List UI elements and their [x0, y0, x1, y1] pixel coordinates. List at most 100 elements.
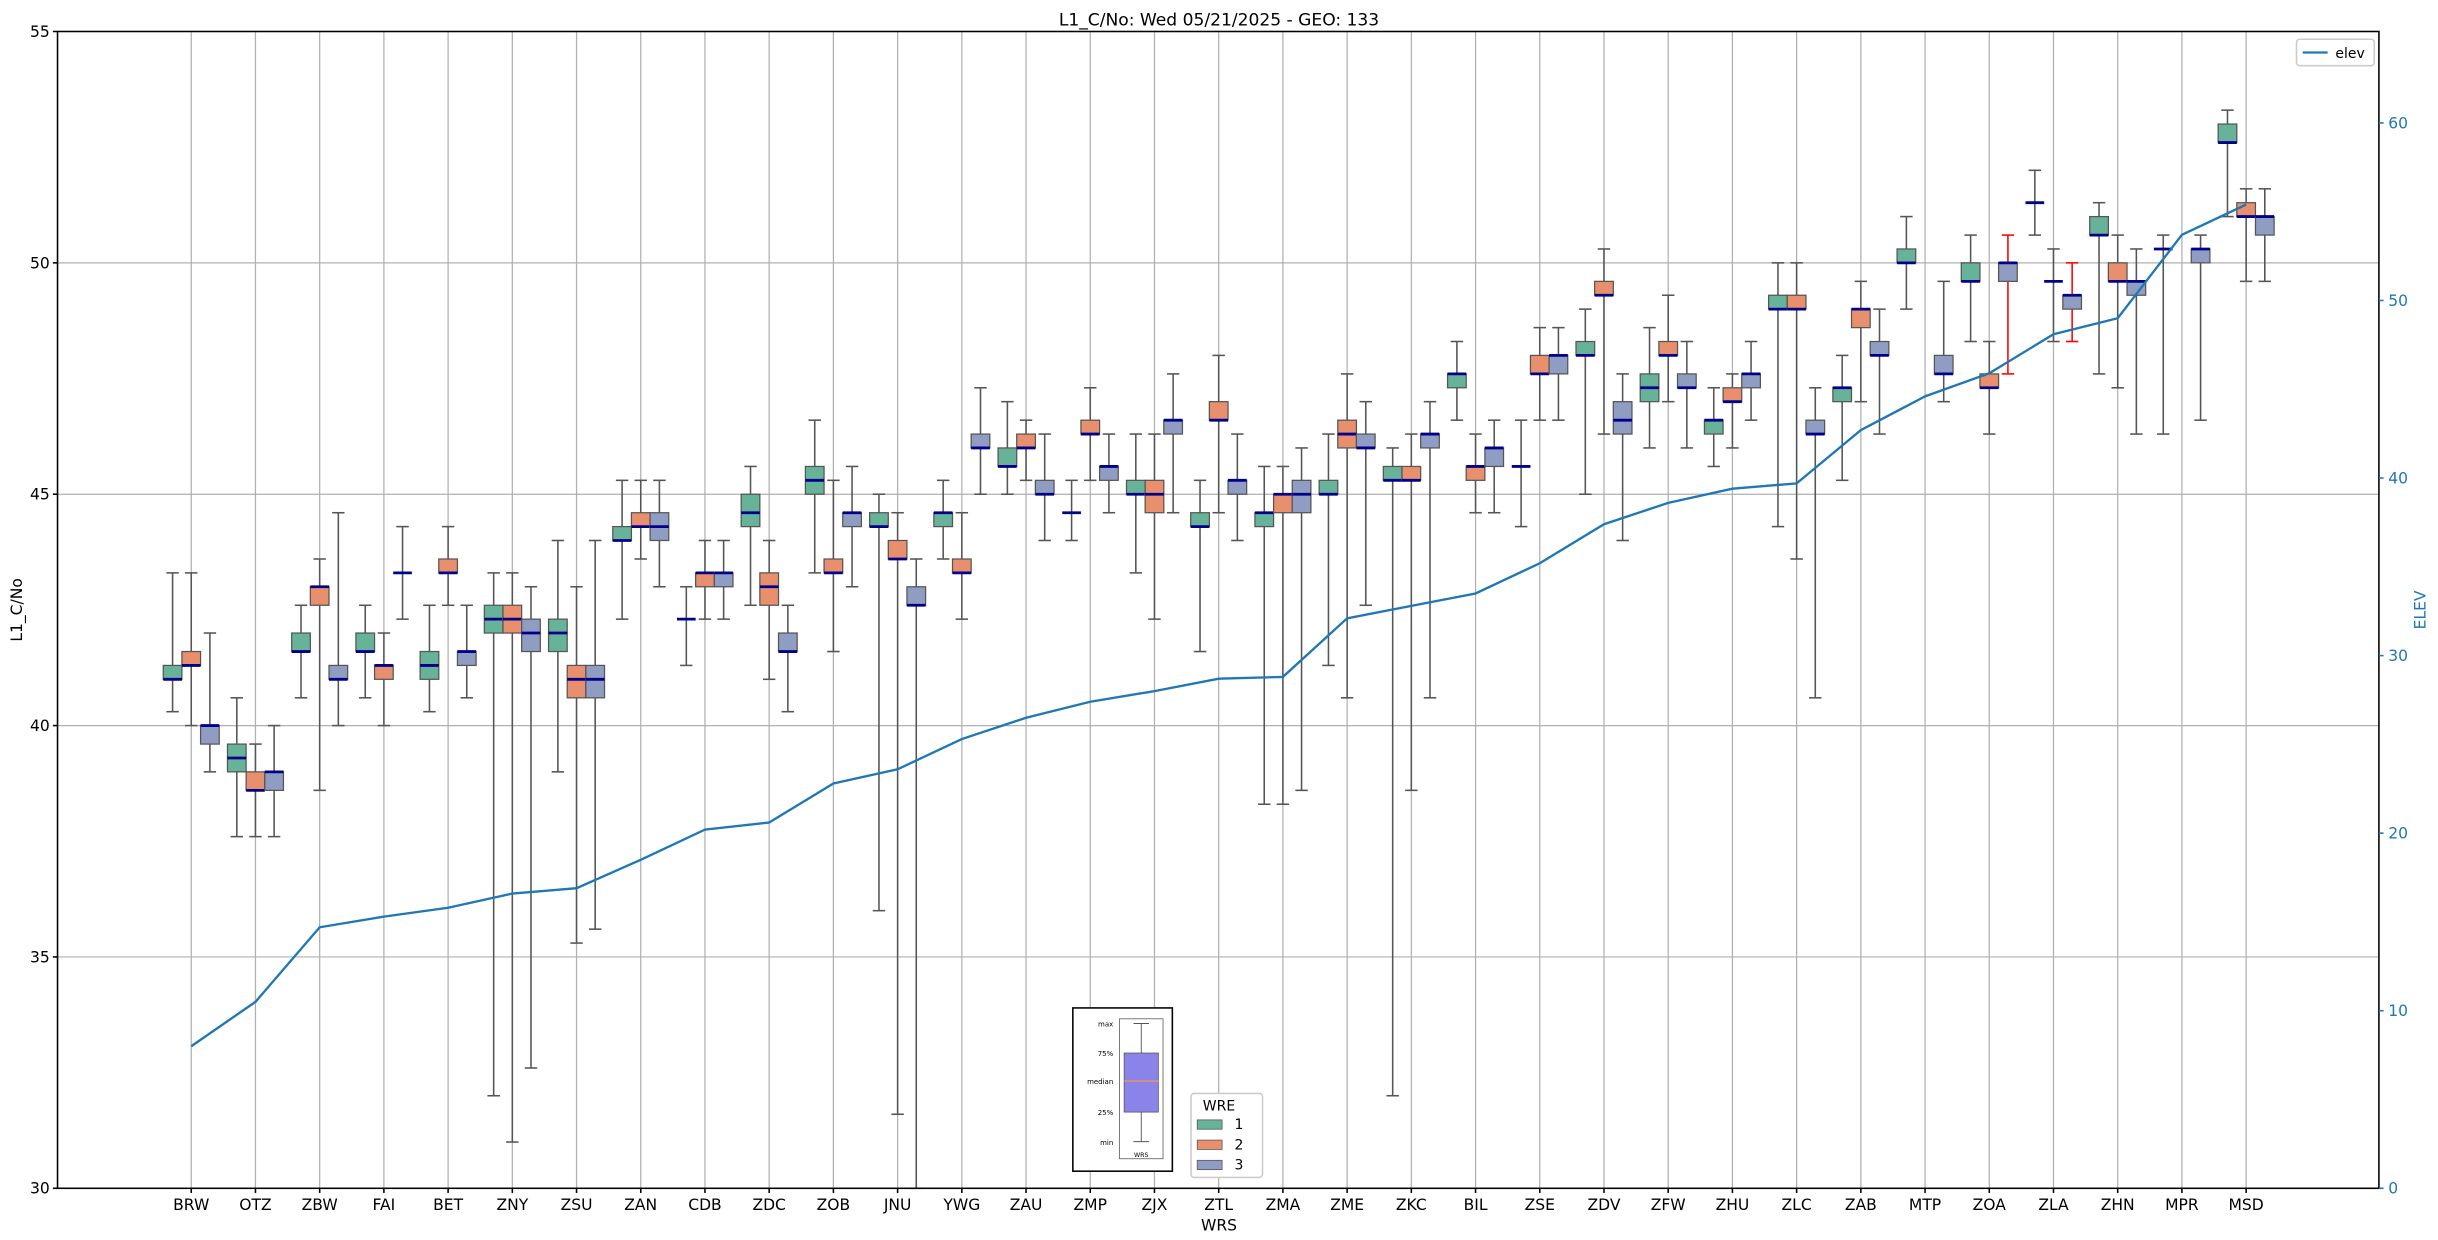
box-ZNY-wre3: [521, 585, 541, 1069]
box-ZFW-wre1: [1639, 326, 1660, 449]
box-ZDC-wre2: [759, 539, 780, 681]
iqr-box: [1080, 419, 1101, 435]
iqr-box: [759, 572, 780, 606]
iqr-box: [181, 650, 202, 667]
iqr-box: [933, 512, 954, 528]
y2-tick-label: 0: [2388, 1180, 2398, 1198]
iqr-box: [2190, 248, 2211, 264]
x-tick-label: ZAN: [624, 1196, 657, 1214]
legend-elev-label: elev: [2335, 46, 2364, 62]
box-ZMP-wre1: [1062, 479, 1081, 542]
y2-axis-label: ELEV: [2412, 590, 2430, 629]
box-ZJX-wre1: [1125, 433, 1146, 574]
iqr-box: [1722, 387, 1743, 403]
box-ZHU-wre2: [1722, 373, 1743, 449]
legend-swatch-1: [1196, 1119, 1223, 1130]
box-ZAU-wre1: [997, 400, 1018, 495]
box-OTZ-wre2: [245, 743, 266, 838]
chart-title: L1_C/No: Wed 05/21/2025 - GEO: 133: [1059, 10, 1379, 30]
iqr-box: [2217, 123, 2238, 144]
box-ZLA-wre1: [2025, 169, 2045, 236]
box-BRW-wre2: [181, 572, 202, 727]
iqr-box: [1575, 340, 1596, 357]
inset-xlabel: WRS: [1134, 1152, 1148, 1159]
y-tick-label: 40: [30, 717, 50, 735]
x-tick-label: ZOB: [817, 1196, 851, 1214]
iqr-box: [1741, 373, 1762, 389]
box-ZMA-wre1: [1254, 465, 1275, 806]
box-ZLC-wre3: [1805, 387, 1826, 699]
iqr-box: [1768, 294, 1788, 310]
box-ZMA-wre2: [1272, 465, 1293, 806]
box-BRW-wre1: [162, 572, 183, 713]
box-ZHU-wre3: [1741, 340, 1762, 421]
iqr-box: [355, 632, 376, 653]
x-tick-label: BIL: [1464, 1196, 1488, 1214]
iqr-box: [328, 664, 349, 680]
iqr-box: [2107, 262, 2128, 282]
iqr-box: [869, 512, 889, 528]
iqr-box: [1382, 465, 1403, 481]
box-BIL-wre1: [1446, 340, 1467, 421]
x-tick-label: ZKC: [1396, 1196, 1427, 1214]
y2-tick-label: 60: [2388, 114, 2408, 132]
box-series: [162, 109, 2275, 1190]
iqr-box: [1272, 493, 1293, 514]
box-ZDC-wre1: [740, 465, 761, 607]
x-tick-label: ZSU: [561, 1196, 593, 1214]
iqr-box: [1832, 387, 1853, 403]
box-ZSU-wre3: [585, 539, 606, 930]
iqr-box: [1997, 262, 2018, 282]
y2-tick-label: 10: [2388, 1002, 2408, 1020]
iqr-box: [1676, 373, 1697, 389]
x-tick-label: ZAU: [1010, 1196, 1043, 1214]
x-tick-label: YWG: [942, 1196, 980, 1214]
box-ZOA-wre3: [1997, 234, 2018, 375]
inset-box: [1123, 1052, 1159, 1113]
iqr-box: [1594, 280, 1614, 296]
box-ZAB-wre3: [1869, 308, 1890, 435]
x-tick-label: ZBW: [302, 1196, 338, 1214]
iqr-box: [740, 493, 761, 528]
box-ZNY-wre2: [502, 572, 523, 1143]
legend-wre-3: 3: [1235, 1158, 1244, 1174]
box-MSD-wre1: [2217, 109, 2238, 218]
y-tick-label: 35: [30, 948, 50, 966]
iqr-box: [1401, 465, 1422, 481]
iqr-box: [1446, 373, 1467, 389]
box-JNU-wre1: [869, 493, 889, 912]
box-ZME-wre3: [1355, 400, 1376, 607]
axes: 30 35 40 45 50 55 0 10 20 30 40 50 60 BRW OTZ ZBW FAI BET…: [30, 23, 2408, 1214]
box-ZOA-wre1: [1960, 234, 1981, 343]
box-ZSE-wre1: [1511, 419, 1531, 528]
iqr-box: [1703, 419, 1724, 435]
y-tick-label: 50: [30, 254, 50, 272]
iqr-box: [1850, 308, 1871, 329]
x-tick-label: FAI: [373, 1196, 396, 1214]
iqr-box: [1484, 447, 1505, 468]
box-ZMP-wre2: [1080, 387, 1101, 482]
box-ZHN-wre2: [2107, 234, 2128, 389]
box-ZAU-wre2: [1016, 419, 1036, 482]
iqr-box: [1190, 512, 1210, 528]
box-ZAN-wre2: [630, 479, 651, 560]
box-ZAB-wre2: [1850, 280, 1871, 403]
box-ZNY-wre1: [483, 572, 504, 1097]
legend-wre-title: WRE: [1203, 1099, 1235, 1115]
x-tick-label: ZSE: [1525, 1196, 1555, 1214]
iqr-box: [1960, 262, 1981, 282]
box-YWG-wre2: [951, 511, 972, 620]
iqr-box: [887, 539, 908, 560]
box-ZBW-wre2: [309, 558, 330, 792]
iqr-box: [1254, 512, 1275, 528]
box-YWG-wre1: [933, 479, 954, 560]
box-BET-wre2: [438, 525, 459, 607]
y-tick-label: 45: [30, 486, 50, 504]
box-ZTL-wre2: [1208, 354, 1229, 514]
x-tick-label: ZLC: [1782, 1196, 1812, 1214]
x-tick-label: ZME: [1330, 1196, 1364, 1214]
iqr-box: [199, 724, 220, 745]
elev-series: [190, 203, 2247, 1048]
iqr-box: [1208, 401, 1229, 421]
iqr-box: [1805, 419, 1826, 435]
